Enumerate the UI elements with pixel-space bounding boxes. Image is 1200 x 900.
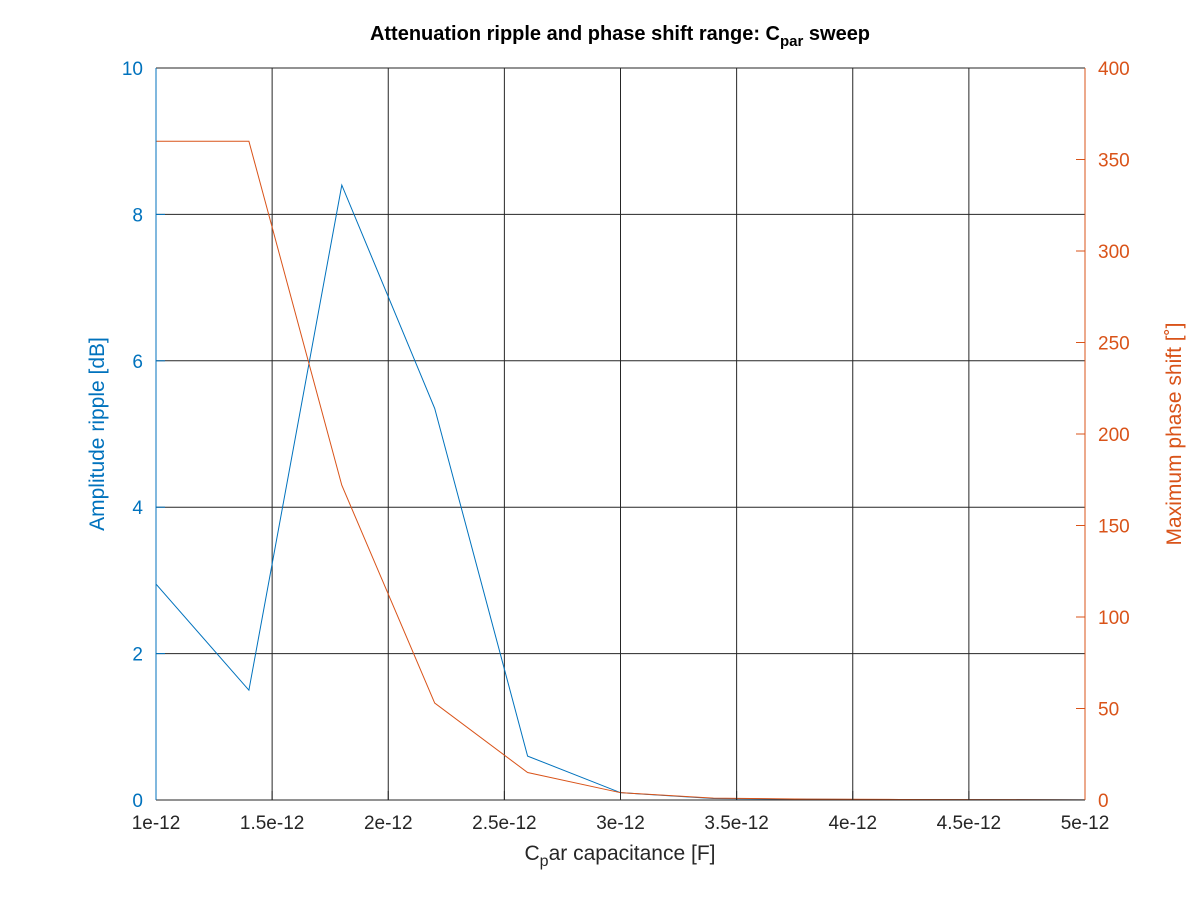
y-left-tick-label: 6	[132, 352, 143, 373]
x-tick-label: 4.5e-12	[937, 813, 1001, 834]
tick-labels: 1e-12 1.5e-12 2e-12 2.5e-12 3e-12 3.5e-12 4e-1…	[122, 59, 1130, 834]
x-tick-label: 3e-12	[596, 813, 645, 834]
x-tick-label: 3.5e-12	[704, 813, 768, 834]
y-left-tick-label: 0	[132, 791, 143, 812]
y-left-tick-label: 2	[132, 645, 143, 666]
y-right-tick-label: 250	[1098, 334, 1130, 355]
x-tick-label: 5e-12	[1061, 813, 1110, 834]
y-right-tick-label: 200	[1098, 425, 1130, 446]
y-axis-left-label: Amplitude ripple [dB]	[86, 337, 109, 531]
y-right-tick-label: 300	[1098, 242, 1130, 263]
x-tick-label: 2e-12	[364, 813, 413, 834]
y-axis-right-label: Maximum phase shift [˚]	[1163, 323, 1186, 546]
y-right-tick-label: 0	[1098, 791, 1109, 812]
x-tick-label: 4e-12	[828, 813, 877, 834]
y-right-tick-label: 350	[1098, 151, 1130, 172]
y-right-tick-label: 400	[1098, 59, 1130, 80]
y-left-tick-label: 8	[132, 205, 143, 226]
x-tick-label: 1e-12	[132, 813, 181, 834]
y-right-tick-label: 100	[1098, 608, 1130, 629]
x-tick-label: 2.5e-12	[472, 813, 536, 834]
chart-title: Attenuation ripple and phase shift range…	[370, 23, 870, 50]
y-right-tick-label: 150	[1098, 517, 1130, 538]
x-tick-label: 1.5e-12	[240, 813, 304, 834]
x-axis-label: Cpar capacitance [F]	[525, 842, 716, 870]
y-left-tick-label: 10	[122, 59, 143, 80]
grid-lines	[155, 67, 1086, 801]
axes	[155, 67, 1086, 801]
y-right-tick-label: 50	[1098, 700, 1119, 721]
y-left-tick-label: 4	[132, 498, 143, 519]
